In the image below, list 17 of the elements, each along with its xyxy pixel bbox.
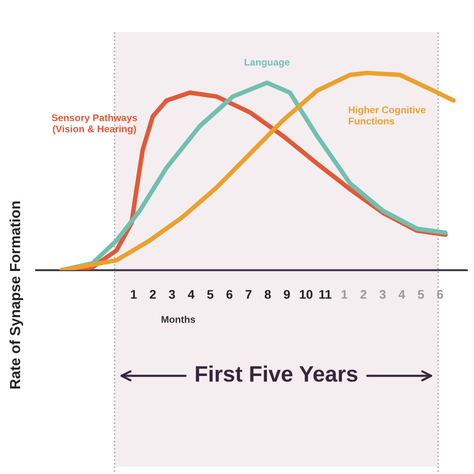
series-label: Sensory Pathways (Vision & Hearing) — [52, 114, 137, 134]
x-tick-label: 11 — [319, 290, 332, 299]
y-axis-title: Rate of Synapse Formation — [10, 202, 24, 388]
text: Language — [244, 58, 290, 68]
x-tick-label: 2 — [150, 290, 156, 299]
x-tick-label: 6 — [226, 290, 232, 299]
x-axis-title: Months — [162, 316, 196, 323]
x-tick-label: 7 — [246, 290, 252, 299]
x-tick-label: 1 — [131, 290, 137, 299]
x-tick-label: 5 — [207, 290, 214, 299]
x-tick-label: 10 — [300, 290, 312, 299]
x-tick-label: 3 — [168, 290, 176, 299]
series-label: Higher Cognitive Functions — [348, 106, 426, 125]
x-tick-label: 8 — [264, 290, 271, 299]
text: First Five Years — [196, 365, 358, 382]
x-tick-label: 4 — [188, 290, 195, 299]
x-tick-label: 9 — [284, 290, 290, 299]
